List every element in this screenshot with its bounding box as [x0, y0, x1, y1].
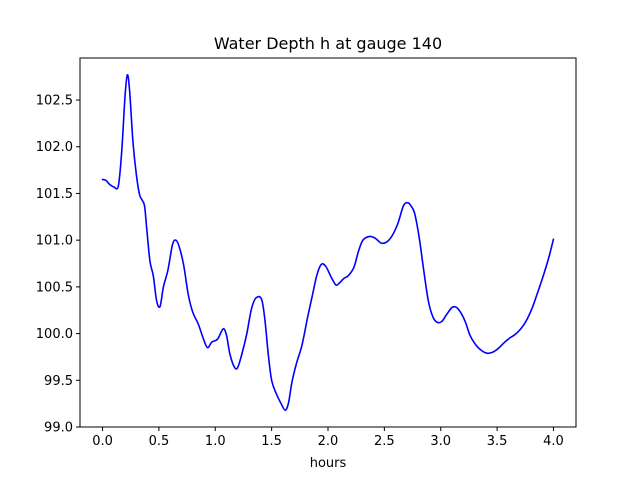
series-layer — [101, 74, 555, 411]
y-axis: 99.0 99.5 100.0 100.5 101.0 101.5 102.0 102.5 — [36, 94, 80, 436]
x-tick-label: 4.0 — [543, 434, 564, 449]
y-tick-label: 101.5 — [36, 187, 73, 202]
y-tick-label: 102.5 — [36, 94, 73, 109]
y-tick-label: 99.0 — [44, 421, 73, 436]
plot-frame — [79, 57, 577, 428]
y-tick-label: 102.0 — [36, 140, 73, 155]
x-tick-label: 1.0 — [205, 434, 226, 449]
x-tick-label: 2.0 — [318, 434, 339, 449]
series-line — [101, 74, 555, 411]
plot-area — [79, 57, 577, 428]
x-axis-label: hours — [310, 456, 347, 471]
y-tick-label: 100.0 — [36, 327, 73, 342]
x-tick-label: 0.5 — [149, 434, 170, 449]
x-tick-label: 1.5 — [261, 434, 282, 449]
x-tick-label: 3.5 — [487, 434, 508, 449]
x-axis: 0.0 0.5 1.0 1.5 2.0 2.5 3.0 3.5 4.0 — [92, 427, 564, 449]
y-tick-label: 101.0 — [36, 234, 73, 249]
y-tick-label: 100.5 — [36, 280, 73, 295]
x-tick-label: 3.0 — [430, 434, 451, 449]
y-tick-label: 99.5 — [44, 374, 73, 389]
x-tick-label: 0.0 — [92, 434, 113, 449]
x-tick-label: 2.5 — [374, 434, 395, 449]
chart-title: Water Depth h at gauge 140 — [214, 34, 442, 53]
